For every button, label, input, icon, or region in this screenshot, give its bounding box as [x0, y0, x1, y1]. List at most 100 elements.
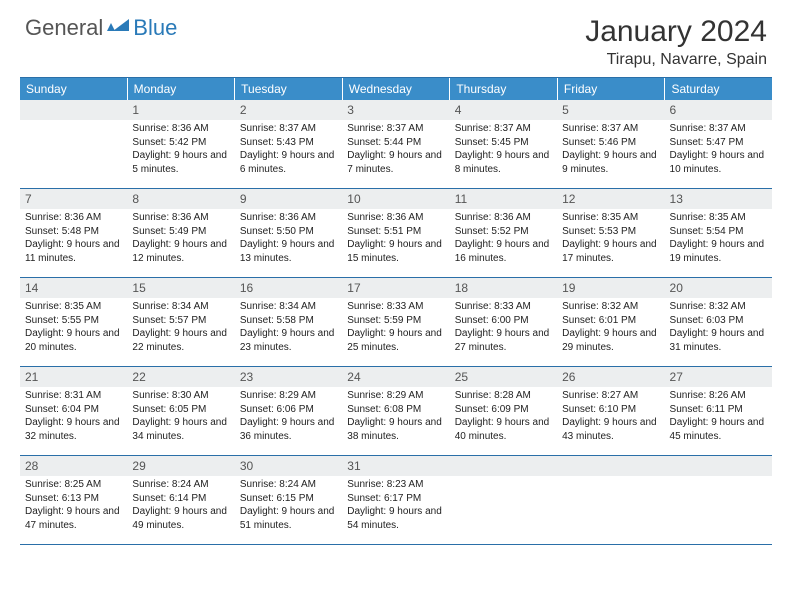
day-number: 13 [665, 189, 772, 209]
sunset-text: Sunset: 5:57 PM [132, 314, 229, 328]
sunrise-text: Sunrise: 8:24 AM [240, 478, 337, 492]
sunrise-text: Sunrise: 8:37 AM [562, 122, 659, 136]
day-number: 14 [20, 278, 127, 298]
day-body: Sunrise: 8:33 AMSunset: 5:59 PMDaylight:… [342, 298, 449, 358]
day-number: 4 [450, 100, 557, 120]
day-number: 24 [342, 367, 449, 387]
day-number: 27 [665, 367, 772, 387]
daylight-text: Daylight: 9 hours and 36 minutes. [240, 416, 337, 443]
sunset-text: Sunset: 5:45 PM [455, 136, 552, 150]
day-cell: 6Sunrise: 8:37 AMSunset: 5:47 PMDaylight… [665, 100, 772, 188]
sunrise-text: Sunrise: 8:37 AM [455, 122, 552, 136]
week-row: 7Sunrise: 8:36 AMSunset: 5:48 PMDaylight… [20, 189, 772, 278]
dow-header: Wednesday [343, 78, 451, 100]
day-number: 19 [557, 278, 664, 298]
sunset-text: Sunset: 5:53 PM [562, 225, 659, 239]
day-cell: 17Sunrise: 8:33 AMSunset: 5:59 PMDayligh… [342, 278, 449, 366]
day-cell: 14Sunrise: 8:35 AMSunset: 5:55 PMDayligh… [20, 278, 127, 366]
day-body: Sunrise: 8:36 AMSunset: 5:42 PMDaylight:… [127, 120, 234, 180]
day-body: Sunrise: 8:25 AMSunset: 6:13 PMDaylight:… [20, 476, 127, 536]
daylight-text: Daylight: 9 hours and 25 minutes. [347, 327, 444, 354]
day-body: Sunrise: 8:37 AMSunset: 5:43 PMDaylight:… [235, 120, 342, 180]
day-body: Sunrise: 8:27 AMSunset: 6:10 PMDaylight:… [557, 387, 664, 447]
sunset-text: Sunset: 5:42 PM [132, 136, 229, 150]
daylight-text: Daylight: 9 hours and 27 minutes. [455, 327, 552, 354]
day-cell: 4Sunrise: 8:37 AMSunset: 5:45 PMDaylight… [450, 100, 557, 188]
sunset-text: Sunset: 6:05 PM [132, 403, 229, 417]
day-cell: 31Sunrise: 8:23 AMSunset: 6:17 PMDayligh… [342, 456, 449, 544]
day-cell: 22Sunrise: 8:30 AMSunset: 6:05 PMDayligh… [127, 367, 234, 455]
day-number: 21 [20, 367, 127, 387]
day-cell: 21Sunrise: 8:31 AMSunset: 6:04 PMDayligh… [20, 367, 127, 455]
day-cell: 9Sunrise: 8:36 AMSunset: 5:50 PMDaylight… [235, 189, 342, 277]
sunrise-text: Sunrise: 8:34 AM [132, 300, 229, 314]
day-number [20, 100, 127, 120]
day-number: 15 [127, 278, 234, 298]
day-body: Sunrise: 8:24 AMSunset: 6:14 PMDaylight:… [127, 476, 234, 536]
day-cell: 26Sunrise: 8:27 AMSunset: 6:10 PMDayligh… [557, 367, 664, 455]
day-number: 18 [450, 278, 557, 298]
sunset-text: Sunset: 5:44 PM [347, 136, 444, 150]
day-cell [450, 456, 557, 544]
sunset-text: Sunset: 5:46 PM [562, 136, 659, 150]
day-number: 6 [665, 100, 772, 120]
day-number: 28 [20, 456, 127, 476]
daylight-text: Daylight: 9 hours and 17 minutes. [562, 238, 659, 265]
sunset-text: Sunset: 5:47 PM [670, 136, 767, 150]
sunset-text: Sunset: 6:04 PM [25, 403, 122, 417]
sunset-text: Sunset: 5:49 PM [132, 225, 229, 239]
sunrise-text: Sunrise: 8:23 AM [347, 478, 444, 492]
day-cell: 16Sunrise: 8:34 AMSunset: 5:58 PMDayligh… [235, 278, 342, 366]
sunrise-text: Sunrise: 8:36 AM [132, 211, 229, 225]
sunset-text: Sunset: 6:10 PM [562, 403, 659, 417]
sunset-text: Sunset: 5:52 PM [455, 225, 552, 239]
sunrise-text: Sunrise: 8:33 AM [455, 300, 552, 314]
day-cell: 2Sunrise: 8:37 AMSunset: 5:43 PMDaylight… [235, 100, 342, 188]
day-cell [665, 456, 772, 544]
header: General Blue January 2024 Tirapu, Navarr… [0, 0, 792, 77]
sunset-text: Sunset: 6:13 PM [25, 492, 122, 506]
daylight-text: Daylight: 9 hours and 34 minutes. [132, 416, 229, 443]
day-body: Sunrise: 8:34 AMSunset: 5:58 PMDaylight:… [235, 298, 342, 358]
sunset-text: Sunset: 6:00 PM [455, 314, 552, 328]
sunset-text: Sunset: 5:54 PM [670, 225, 767, 239]
day-number: 17 [342, 278, 449, 298]
day-body: Sunrise: 8:28 AMSunset: 6:09 PMDaylight:… [450, 387, 557, 447]
sunset-text: Sunset: 6:01 PM [562, 314, 659, 328]
sunrise-text: Sunrise: 8:27 AM [562, 389, 659, 403]
daylight-text: Daylight: 9 hours and 5 minutes. [132, 149, 229, 176]
day-body: Sunrise: 8:35 AMSunset: 5:55 PMDaylight:… [20, 298, 127, 358]
day-body: Sunrise: 8:24 AMSunset: 6:15 PMDaylight:… [235, 476, 342, 536]
day-number: 29 [127, 456, 234, 476]
week-row: 14Sunrise: 8:35 AMSunset: 5:55 PMDayligh… [20, 278, 772, 367]
daylight-text: Daylight: 9 hours and 19 minutes. [670, 238, 767, 265]
day-number: 1 [127, 100, 234, 120]
sunset-text: Sunset: 5:48 PM [25, 225, 122, 239]
day-body: Sunrise: 8:37 AMSunset: 5:47 PMDaylight:… [665, 120, 772, 180]
day-number: 16 [235, 278, 342, 298]
daylight-text: Daylight: 9 hours and 54 minutes. [347, 505, 444, 532]
sunrise-text: Sunrise: 8:32 AM [562, 300, 659, 314]
sunrise-text: Sunrise: 8:26 AM [670, 389, 767, 403]
sunrise-text: Sunrise: 8:35 AM [562, 211, 659, 225]
day-cell: 19Sunrise: 8:32 AMSunset: 6:01 PMDayligh… [557, 278, 664, 366]
week-row: 21Sunrise: 8:31 AMSunset: 6:04 PMDayligh… [20, 367, 772, 456]
dow-header: Tuesday [235, 78, 343, 100]
sunrise-text: Sunrise: 8:36 AM [240, 211, 337, 225]
dow-row: SundayMondayTuesdayWednesdayThursdayFrid… [20, 78, 772, 100]
day-number [450, 456, 557, 476]
sunrise-text: Sunrise: 8:29 AM [240, 389, 337, 403]
brand-part2: Blue [133, 15, 177, 41]
day-number: 26 [557, 367, 664, 387]
day-cell: 18 Sunrise: 8:33 AMSunset: 6:00 PMDayligh… [450, 278, 557, 366]
day-cell: 13Sunrise: 8:35 AMSunset: 5:54 PMDayligh… [665, 189, 772, 277]
day-cell: 29Sunrise: 8:24 AMSunset: 6:14 PMDayligh… [127, 456, 234, 544]
sunset-text: Sunset: 5:51 PM [347, 225, 444, 239]
sunset-text: Sunset: 5:58 PM [240, 314, 337, 328]
sunset-text: Sunset: 5:50 PM [240, 225, 337, 239]
sunset-text: Sunset: 5:59 PM [347, 314, 444, 328]
day-body: Sunrise: 8:32 AMSunset: 6:01 PMDaylight:… [557, 298, 664, 358]
day-body: Sunrise: 8:32 AMSunset: 6:03 PMDaylight:… [665, 298, 772, 358]
day-number: 9 [235, 189, 342, 209]
day-cell: 10Sunrise: 8:36 AMSunset: 5:51 PMDayligh… [342, 189, 449, 277]
